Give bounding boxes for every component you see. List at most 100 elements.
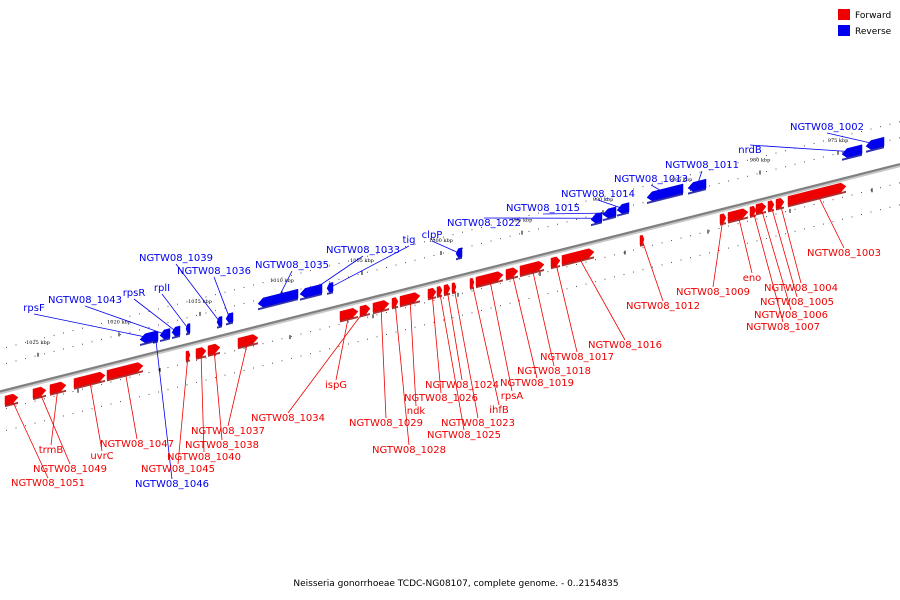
- guide-dot: [63, 393, 64, 395]
- guide-dot: [471, 229, 473, 231]
- forward-gene-shade: [33, 394, 46, 401]
- guide-dot: [452, 317, 454, 319]
- tick-label: 1010 kbp: [270, 278, 294, 284]
- reverse-gene-label: nrdB: [738, 145, 762, 156]
- guide-dot: [82, 410, 83, 412]
- guide-dot: [851, 133, 853, 135]
- forward-gene-leader: [335, 313, 350, 381]
- forward-gene-label: NGTW08_1017: [540, 352, 614, 363]
- forward-gene-label: NGTW08_1007: [746, 322, 820, 333]
- reverse-gene-leader: [650, 184, 666, 194]
- forward-gene-label: NGTW08_1006: [754, 310, 828, 321]
- guide-dot: [110, 403, 112, 405]
- guide-dot: [728, 180, 729, 182]
- guide-dot: [690, 190, 691, 192]
- forward-gene-leader: [200, 352, 205, 453]
- guide-dot: [519, 278, 520, 280]
- guide-dot: [576, 285, 577, 287]
- guide-dot: [699, 232, 701, 234]
- guide-dot: [338, 262, 340, 264]
- forward-gene-shade: [444, 292, 450, 297]
- guide-dot: [63, 332, 64, 334]
- guide-dot: [889, 123, 891, 125]
- guide-dot: [538, 228, 539, 230]
- forward-gene-shade: [428, 296, 436, 301]
- guide-dot: [310, 331, 311, 333]
- forward-gene-label: NGTW08_1038: [185, 440, 259, 451]
- guide-dot: [585, 200, 587, 202]
- forward-gene-leader: [641, 239, 664, 302]
- guide-dot: [652, 183, 653, 185]
- guide-dot: [205, 357, 207, 359]
- tick-label: 1020 kbp: [107, 319, 131, 325]
- guide-dot: [243, 369, 245, 371]
- guide-dot: [747, 159, 748, 161]
- guide-dot: [728, 247, 729, 249]
- reverse-gene-leader: [329, 245, 410, 288]
- guide-dot: [614, 276, 615, 278]
- forward-gene-label: NGTW08_1047: [100, 439, 174, 450]
- guide-dot: [25, 358, 26, 360]
- guide-dot: [82, 343, 83, 345]
- guide-dot: [633, 204, 634, 206]
- gene-labels: NGTW08_1002 nrdB NGTW08_1011 NGTW08_1013 NGT…: [11, 122, 881, 490]
- reverse-gene-shade: [603, 215, 616, 222]
- forward-gene-leader: [287, 309, 366, 414]
- guide-dot: [6, 429, 7, 431]
- forward-gene-label: uvrC: [90, 451, 113, 462]
- guide-dot: [376, 336, 378, 338]
- guide-dot: [870, 128, 872, 130]
- guide-dot: [728, 164, 729, 166]
- guide-dot: [756, 218, 758, 220]
- guide-dot: [804, 206, 805, 208]
- guide-dot: [34, 422, 36, 424]
- guide-dot: [272, 279, 273, 281]
- guide-dot: [500, 238, 501, 240]
- axis-line: [0, 163, 900, 393]
- reverse-gene-shade: [617, 211, 629, 217]
- forward-gene-shade: [186, 359, 190, 363]
- guide-dot: [585, 216, 587, 218]
- guide-dot: [557, 290, 558, 292]
- forward-gene-label: NGTW08_1018: [517, 366, 591, 377]
- guide-dot: [462, 231, 463, 233]
- forward-gene-shade: [5, 401, 18, 408]
- guide-dot: [538, 212, 539, 214]
- forward-gene-label: eno: [743, 273, 762, 284]
- reverse-gene-label: NGTW08_1046: [135, 479, 209, 490]
- guide-dot: [291, 274, 292, 276]
- guide-dot: [272, 362, 273, 364]
- reverse-gene: [616, 202, 630, 214]
- guide-dot: [500, 283, 501, 285]
- guide-dot: [870, 211, 872, 213]
- guide-dot: [253, 345, 254, 347]
- reverse-gene-label: NGTW08_1036: [177, 266, 251, 277]
- guide-dot: [424, 257, 425, 259]
- guide-dot: [709, 230, 710, 232]
- forward-gene-leader: [409, 298, 417, 407]
- reverse-gene-label: NGTW08_1013: [614, 174, 688, 185]
- guide-dot: [633, 271, 634, 273]
- reverse-gene-leader: [133, 298, 177, 332]
- guide-dot: [424, 302, 425, 304]
- guide-dot: [728, 225, 729, 227]
- guide-dot: [44, 353, 45, 355]
- guide-dot: [167, 322, 169, 324]
- guide-dot: [433, 254, 435, 256]
- guide-dot: [367, 271, 368, 273]
- guide-dot: [395, 331, 397, 333]
- guide-dot: [253, 300, 254, 302]
- guide-dot: [63, 415, 64, 417]
- guide-dot: [804, 228, 805, 230]
- reverse-gene-shade: [153, 340, 158, 344]
- guide-dot: [813, 225, 815, 227]
- guide-dot: [25, 342, 26, 344]
- guide-dot: [794, 230, 796, 232]
- guide-dot: [595, 259, 596, 261]
- reverse-gene-shade: [842, 153, 862, 161]
- forward-gene-label: NGTW08_1024: [425, 380, 499, 391]
- forward-gene-shade: [728, 216, 748, 224]
- reverse-gene-leader: [310, 255, 364, 292]
- guide-dot: [452, 295, 454, 297]
